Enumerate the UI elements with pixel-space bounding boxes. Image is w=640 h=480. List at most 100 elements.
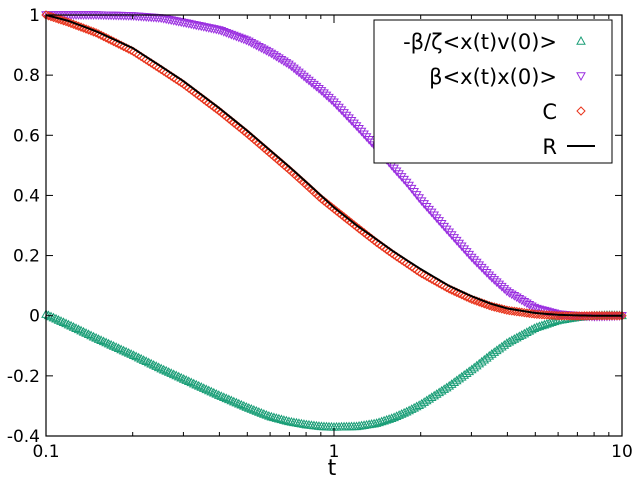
data-point	[326, 96, 337, 105]
data-point	[223, 394, 234, 404]
data-point	[496, 282, 507, 292]
data-point	[471, 258, 482, 268]
data-point	[506, 290, 517, 300]
data-point	[98, 336, 109, 346]
data-point	[133, 352, 144, 362]
data-point	[516, 296, 527, 306]
data-point	[153, 362, 164, 372]
data-point	[226, 395, 237, 405]
data-point	[231, 397, 242, 407]
data-point	[113, 343, 124, 353]
data-point	[339, 109, 349, 118]
data-point	[163, 367, 174, 376]
data-point	[346, 117, 357, 126]
data-point	[96, 335, 106, 344]
data-point	[316, 87, 327, 96]
data-point	[76, 325, 86, 335]
data-point	[66, 320, 76, 330]
data-point	[91, 332, 101, 342]
data-point	[218, 392, 229, 402]
data-point	[61, 318, 71, 328]
data-point	[148, 359, 159, 369]
data-point	[321, 91, 332, 101]
data-point	[391, 167, 402, 177]
data-point	[256, 407, 267, 417]
data-point	[161, 365, 172, 375]
data-point	[434, 217, 445, 226]
data-point	[271, 413, 282, 422]
data-point	[329, 98, 339, 108]
data-point	[491, 278, 502, 288]
data-point	[351, 122, 362, 132]
data-point	[354, 125, 364, 134]
data-point	[514, 295, 525, 304]
data-point	[274, 413, 284, 423]
data-point	[364, 135, 374, 145]
data-point	[429, 211, 440, 221]
data-point	[203, 385, 214, 395]
data-point	[246, 404, 257, 413]
data-point	[111, 342, 121, 351]
data-point	[181, 375, 192, 384]
y-tick-label: -0.2	[7, 367, 40, 387]
x-tick-label: 10	[611, 442, 633, 462]
data-point	[48, 312, 59, 322]
data-point	[186, 377, 197, 387]
data-point	[168, 369, 179, 379]
data-point	[519, 297, 530, 307]
data-point	[481, 268, 492, 278]
data-point	[479, 266, 490, 276]
data-point	[58, 317, 69, 327]
data-point	[251, 405, 262, 415]
data-point	[456, 242, 467, 252]
data-point	[196, 382, 207, 391]
series-3	[45, 14, 622, 317]
data-point	[424, 205, 435, 215]
y-tick-label: 0.6	[13, 126, 40, 146]
data-point	[311, 82, 322, 92]
data-point	[359, 130, 369, 140]
data-point	[281, 415, 292, 425]
data-point	[86, 330, 96, 340]
data-point	[208, 387, 219, 397]
data-point	[264, 48, 274, 57]
data-point	[131, 351, 142, 361]
data-point	[73, 324, 84, 334]
data-point	[511, 293, 522, 303]
data-point	[241, 401, 252, 411]
data-point	[108, 341, 119, 350]
x-tick-label: 0.1	[32, 442, 59, 462]
data-point	[138, 355, 149, 364]
data-point	[254, 406, 264, 416]
data-point	[454, 239, 465, 249]
legend-marker	[576, 106, 586, 116]
data-point	[264, 410, 274, 420]
data-point	[178, 373, 189, 383]
data-point	[93, 334, 104, 343]
data-point	[449, 234, 460, 243]
data-point	[71, 323, 81, 332]
data-point	[399, 175, 409, 185]
data-point	[324, 93, 334, 103]
data-point	[414, 400, 424, 409]
data-point	[344, 114, 354, 124]
data-point	[88, 331, 99, 341]
data-point	[349, 119, 359, 129]
data-point	[81, 328, 91, 337]
data-point	[228, 396, 239, 406]
data-point	[474, 261, 485, 271]
data-point	[156, 363, 167, 373]
data-point	[489, 276, 500, 285]
data-point	[221, 393, 232, 403]
data-point	[166, 368, 177, 377]
data-point	[244, 403, 254, 412]
data-point	[266, 411, 277, 421]
data-point	[469, 256, 480, 265]
data-point	[103, 338, 114, 348]
data-point	[213, 390, 224, 399]
series-line-3	[45, 14, 622, 317]
y-tick-label: 0.8	[13, 66, 40, 86]
data-point	[233, 398, 244, 408]
legend-marker	[576, 35, 586, 45]
